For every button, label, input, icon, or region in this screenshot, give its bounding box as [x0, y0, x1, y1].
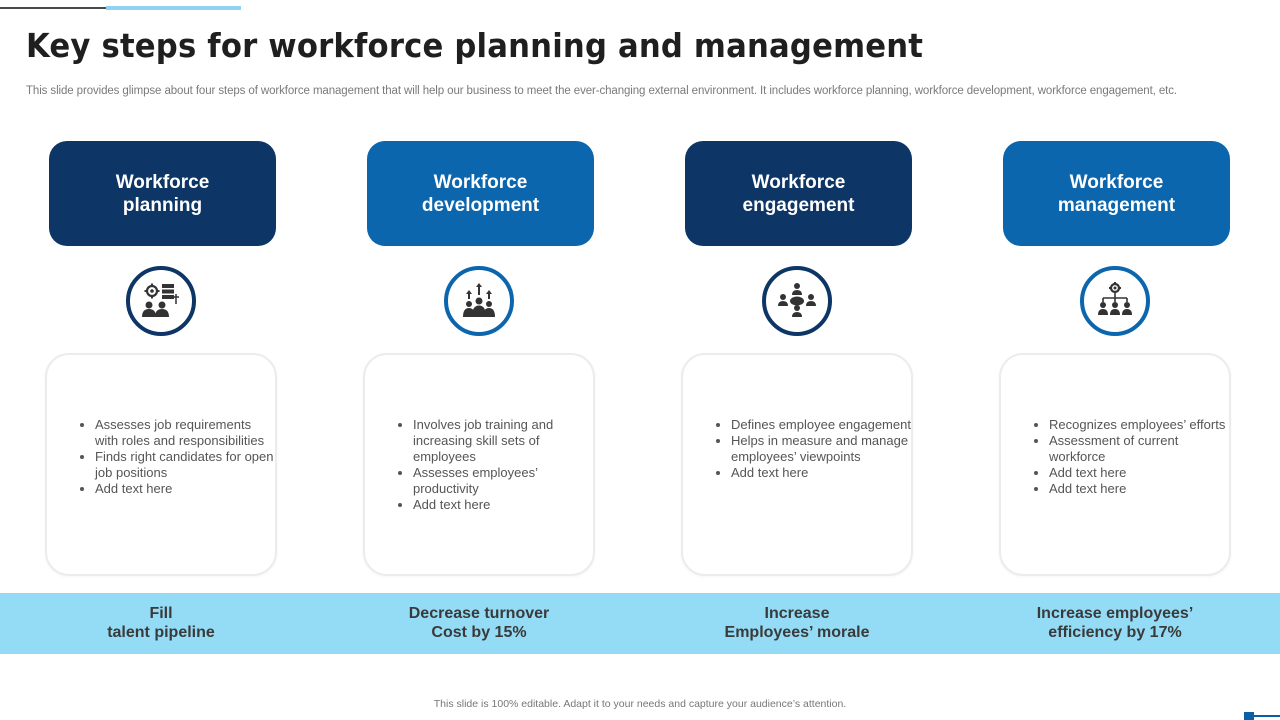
org-hierarchy-gear-icon: [1080, 266, 1150, 336]
bullet-list: Assesses job requirements with roles and…: [73, 417, 275, 497]
team-growth-arrows-icon: [444, 266, 514, 336]
bullet-item: Assessment of current workforce: [1049, 433, 1229, 465]
gear-people-server-icon: [126, 266, 196, 336]
step-card-development: Involves job training and increasing ski…: [363, 353, 595, 576]
outcome-development: Decrease turnover Cost by 15%: [408, 605, 550, 641]
step-column-engagement: Workforce engagement Defines employee en…: [681, 0, 917, 720]
bullet-item: Helps in measure and manage employees’ v…: [731, 433, 911, 465]
page-subtitle: This slide provides glimpse about four s…: [26, 85, 1178, 97]
corner-accent-line: [1254, 715, 1280, 717]
step-heading-planning: Workforce planning: [49, 141, 276, 246]
outcome-planning: Fill talent pipeline: [107, 605, 215, 641]
step-heading-management: Workforce management: [1003, 141, 1230, 246]
page-title: Key steps for workforce planning and man…: [26, 26, 924, 65]
team-circle-icon: [762, 266, 832, 336]
top-accent-line-dark: [0, 7, 106, 9]
bullet-list: Defines employee engagement Helps in mea…: [709, 417, 911, 481]
bullet-item: Add text here: [95, 481, 275, 497]
bullet-item: Add text here: [413, 497, 593, 513]
step-column-management: Workforce management Recognizes employee…: [999, 0, 1235, 720]
footer-note: This slide is 100% editable. Adapt it to…: [433, 698, 847, 710]
step-card-engagement: Defines employee engagement Helps in mea…: [681, 353, 913, 576]
outcome-band: [0, 593, 1280, 654]
step-card-planning: Assesses job requirements with roles and…: [45, 353, 277, 576]
bullet-list: Recognizes employees’ efforts Assessment…: [1027, 417, 1229, 497]
corner-accent: [1244, 712, 1254, 720]
step-heading-development: Workforce development: [367, 141, 594, 246]
step-column-development: Workforce development Involves job train…: [363, 0, 599, 720]
bullet-item: Assesses job requirements with roles and…: [95, 417, 275, 449]
bullet-item: Assesses employees’ productivity: [413, 465, 593, 497]
bullet-item: Finds right candidates for open job posi…: [95, 449, 275, 481]
step-column-planning: Workforce planning Assesses job requirem…: [45, 0, 281, 720]
outcome-engagement: Increase Employees’ morale: [724, 605, 870, 641]
bullet-item: Add text here: [1049, 481, 1229, 497]
bullet-item: Defines employee engagement: [731, 417, 911, 433]
bullet-item: Involves job training and increasing ski…: [413, 417, 593, 465]
step-heading-engagement: Workforce engagement: [685, 141, 912, 246]
step-card-management: Recognizes employees’ efforts Assessment…: [999, 353, 1231, 576]
top-accent-line-light: [106, 6, 241, 10]
outcome-management: Increase employees’ efficiency by 17%: [1036, 605, 1194, 641]
bullet-item: Recognizes employees’ efforts: [1049, 417, 1229, 433]
bullet-item: Add text here: [1049, 465, 1229, 481]
bullet-list: Involves job training and increasing ski…: [391, 417, 593, 513]
bullet-item: Add text here: [731, 465, 911, 481]
